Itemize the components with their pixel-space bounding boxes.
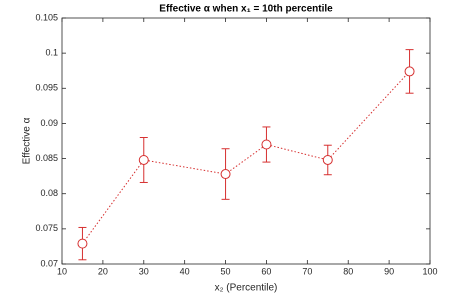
x-tick-label: 70 [302,266,312,276]
y-tick-label: 0.075 [35,223,58,233]
x-tick-label: 30 [139,266,149,276]
y-tick-label: 0.1 [45,48,58,58]
data-point [220,169,231,180]
y-tick-label: 0.09 [40,118,58,128]
x-tick-label: 100 [422,266,437,276]
chart-title: Effective α when x₁ = 10th percentile [159,4,333,15]
x-tick-label: 90 [384,266,394,276]
x-axis-label: x₂ (Percentile) [215,283,278,294]
x-tick-label: 40 [180,266,190,276]
y-tick-label: 0.095 [35,83,58,93]
y-tick-label: 0.08 [40,188,58,198]
x-tick-label: 20 [98,266,108,276]
y-tick-label: 0.07 [40,258,58,268]
y-tick-label: 0.085 [35,153,58,163]
data-point [404,66,415,77]
data-point [261,139,272,150]
data-point [138,154,149,165]
data-point [322,154,333,165]
x-tick-label: 10 [57,266,67,276]
x-tick-label: 50 [221,266,231,276]
plot-box [61,17,431,265]
y-axis-label: Effective α [22,117,33,164]
data-point [77,238,88,249]
x-tick-label: 80 [343,266,353,276]
y-tick-label: 0.105 [35,12,58,22]
x-tick-label: 60 [261,266,271,276]
